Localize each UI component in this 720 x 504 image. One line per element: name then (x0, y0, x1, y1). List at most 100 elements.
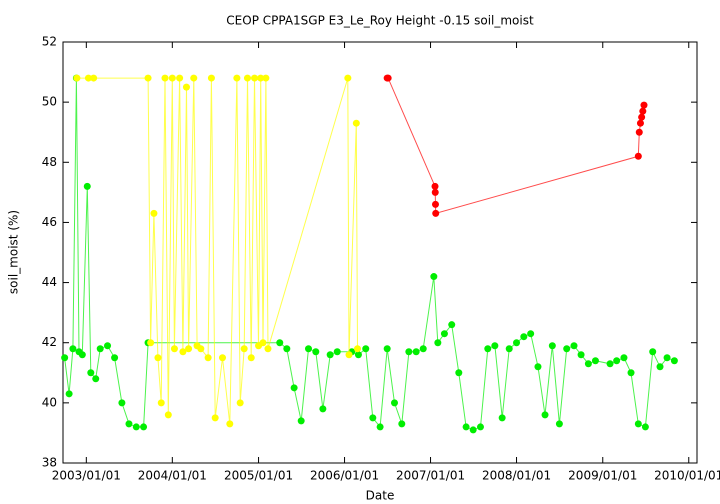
x-tick-label: 2005/01/01 (224, 469, 293, 483)
data-point (405, 348, 413, 356)
data-point (283, 345, 291, 353)
data-point (434, 339, 442, 347)
data-point (431, 200, 439, 208)
x-tick-label: 2007/01/01 (396, 469, 465, 483)
data-point (432, 209, 440, 217)
data-point (448, 321, 456, 329)
data-point (534, 363, 542, 371)
data-point (670, 357, 678, 365)
data-point (555, 420, 563, 428)
data-point (577, 351, 585, 359)
data-point (563, 345, 571, 353)
data-point (264, 345, 272, 353)
data-point (69, 345, 77, 353)
data-point (204, 354, 212, 362)
data-point (276, 339, 284, 347)
x-tick-label: 2008/01/01 (482, 469, 551, 483)
data-point (78, 351, 86, 359)
y-tick-label: 40 (42, 395, 57, 409)
data-point (663, 354, 671, 362)
data-point (398, 420, 406, 428)
data-point (613, 357, 621, 365)
series-line (387, 77, 645, 215)
data-point (649, 348, 657, 356)
data-point (412, 348, 420, 356)
data-point (247, 354, 255, 362)
data-point (541, 411, 549, 419)
data-point (207, 74, 215, 82)
data-point (251, 74, 259, 82)
data-point (262, 74, 270, 82)
data-point (65, 390, 73, 398)
series-line (76, 77, 358, 424)
data-point (144, 74, 152, 82)
data-point (170, 345, 178, 353)
y-tick-label: 46 (42, 215, 57, 229)
data-point (297, 417, 305, 425)
data-point (639, 107, 647, 115)
y-tick-label: 50 (42, 95, 57, 109)
data-point (634, 152, 642, 160)
data-point (469, 426, 477, 434)
data-point (312, 348, 320, 356)
data-point (345, 351, 353, 359)
data-point (125, 420, 133, 428)
data-point (638, 113, 646, 121)
data-point (384, 74, 392, 82)
data-point (87, 369, 95, 377)
data-point (431, 182, 439, 190)
series-line (64, 78, 675, 431)
data-point (96, 345, 104, 353)
data-point (179, 348, 187, 356)
data-point (354, 351, 362, 359)
data-point (383, 345, 391, 353)
data-point (259, 339, 267, 347)
data-point (92, 375, 100, 383)
data-point (236, 399, 244, 407)
data-point (505, 345, 513, 353)
data-point (233, 74, 241, 82)
data-point (73, 74, 81, 82)
data-point (476, 423, 484, 431)
data-point (634, 420, 642, 428)
x-tick-label: 2003/01/01 (52, 469, 121, 483)
y-tick-label: 52 (42, 35, 57, 49)
data-point (431, 188, 439, 196)
data-point (168, 74, 176, 82)
data-point (570, 342, 578, 350)
data-point (636, 119, 644, 127)
data-point (304, 345, 312, 353)
data-point (440, 330, 448, 338)
data-point (640, 101, 648, 109)
data-point (344, 74, 352, 82)
data-point (635, 128, 643, 136)
x-tick-label: 2004/01/01 (138, 469, 207, 483)
data-point (83, 182, 91, 190)
y-tick-label: 44 (42, 275, 57, 289)
data-point (111, 354, 119, 362)
data-point (90, 74, 98, 82)
data-point (182, 83, 190, 91)
data-point (352, 119, 360, 127)
data-point (354, 345, 362, 353)
data-point (157, 399, 165, 407)
plot-frame (62, 41, 698, 464)
data-point (498, 414, 506, 422)
data-point (641, 423, 649, 431)
data-point (656, 363, 664, 371)
y-axis-label: soil_moist (%) (7, 210, 21, 294)
data-point (257, 74, 265, 82)
data-point (548, 342, 556, 350)
data-point (140, 423, 148, 431)
data-point (197, 345, 205, 353)
data-point (369, 414, 377, 422)
data-point (150, 209, 158, 217)
data-point (104, 342, 112, 350)
data-point (61, 354, 69, 362)
data-point (290, 384, 298, 392)
x-tick-label: 2006/01/01 (310, 469, 379, 483)
data-point (430, 273, 438, 281)
data-point (390, 399, 398, 407)
data-point (226, 420, 234, 428)
data-point (513, 339, 521, 347)
